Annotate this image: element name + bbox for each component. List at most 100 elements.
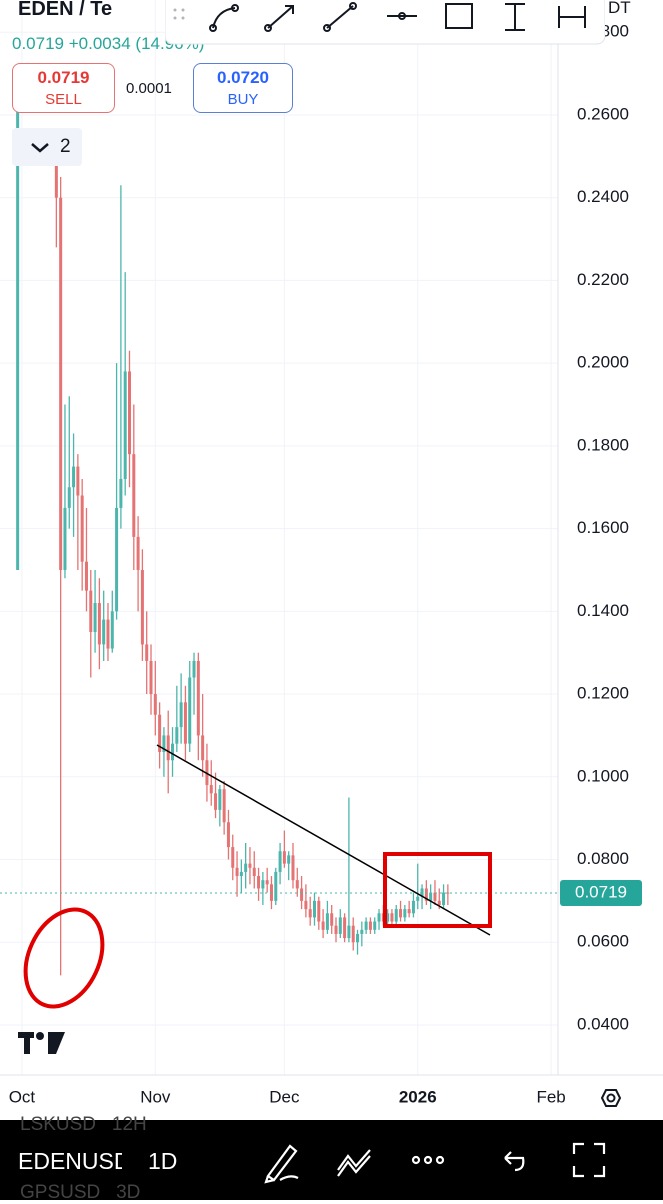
candle-body (274, 871, 278, 901)
y-tick-label: 0.0400 (577, 1014, 629, 1033)
candle-body (394, 909, 398, 922)
candle-body (132, 454, 136, 537)
indicators-icon[interactable] (337, 1149, 371, 1177)
y-tick-label: 0.1400 (577, 601, 629, 620)
y-tick-label: 0.1200 (577, 684, 629, 703)
y-tick-label: 0.1000 (577, 766, 629, 785)
chevron (31, 143, 49, 153)
candle-body (201, 735, 205, 761)
bottom-bar: LSKUSD 12H EDENUSD 1D GPSUSD 3D (0, 1114, 663, 1203)
buy-button[interactable]: 0.0720 BUY (193, 63, 293, 113)
candle-body (115, 507, 119, 612)
candle-body (304, 900, 308, 910)
y-tick-label: 0.2200 (577, 270, 629, 289)
tool-trend[interactable] (323, 2, 357, 32)
candle-body (446, 892, 450, 894)
candle-body (63, 507, 67, 570)
candle-body (54, 164, 58, 198)
buy-label: BUY (227, 91, 259, 108)
grid (0, 0, 558, 1075)
more-icon[interactable] (411, 1155, 445, 1165)
candle-body (162, 735, 166, 752)
tool-hrange[interactable] (558, 6, 586, 28)
candle-body (93, 603, 97, 633)
sell-button[interactable]: 0.0719 SELL (12, 63, 115, 113)
candle-body (231, 847, 235, 868)
candle-body (84, 561, 88, 591)
candle-body (145, 644, 149, 661)
highlight-ellipse (23, 907, 105, 1009)
candle-body (360, 929, 364, 934)
candle-body (261, 880, 265, 889)
draw-icon[interactable] (264, 1144, 299, 1184)
candle-body (282, 851, 286, 864)
axes: 0.0400 0.0600 0.0800 0.1000 0.1200 0.1400 0.16… (9, 22, 642, 1106)
candle-body (214, 793, 218, 810)
candle-body (317, 900, 321, 922)
settings-icon[interactable] (600, 1089, 622, 1107)
layouts-toggle[interactable]: 2 (12, 128, 82, 166)
candle-body (59, 197, 63, 570)
prev-symbol-name: LSKUSD (20, 1114, 97, 1135)
candle-body (102, 619, 106, 645)
symbol-button[interactable]: EDENUSD (18, 1148, 122, 1174)
x-tick-label: Feb (536, 1087, 565, 1106)
candle-body (248, 863, 252, 868)
candle-body (175, 727, 179, 744)
highlight-box (383, 852, 492, 928)
candle-body (321, 921, 325, 930)
candle-body (110, 611, 114, 649)
candle-body (222, 789, 226, 823)
last-price: 0.0719 (12, 34, 64, 53)
candle-body (338, 917, 342, 934)
candle-body (300, 888, 304, 901)
candle-body (334, 925, 338, 934)
candle-body (312, 900, 316, 918)
tool-vrange[interactable] (505, 3, 525, 31)
candle-body (287, 855, 291, 864)
candle-body (437, 900, 441, 906)
x-tick-label: Oct (9, 1087, 36, 1106)
x-tick-label: 2026 (399, 1087, 437, 1106)
candle-body (67, 487, 71, 508)
candle-body (257, 876, 261, 889)
tool-path[interactable] (209, 4, 239, 32)
interval-button[interactable]: 1D (148, 1148, 178, 1174)
tool-rect[interactable] (445, 3, 473, 29)
x-tick-label: Nov (140, 1087, 171, 1106)
candle-body (192, 660, 196, 678)
candle-body (325, 913, 329, 930)
candle-body (265, 880, 269, 885)
candle-body (442, 892, 446, 906)
candle-body (16, 94, 20, 570)
prev-interval: 12H (111, 1114, 147, 1135)
y-tick-label: 0.0600 (577, 932, 629, 951)
candle-body (356, 933, 360, 943)
quote-currency: DT (608, 0, 631, 17)
change: +0.0034 (68, 34, 131, 53)
tool-arrow[interactable] (264, 5, 294, 32)
tool-hline[interactable] (387, 12, 417, 20)
candle-body (407, 909, 411, 914)
candle-body (433, 892, 437, 901)
candle-body (209, 785, 213, 794)
symbol[interactable]: EDEN / Te (18, 0, 113, 20)
candle-body (136, 536, 140, 570)
candle-body (80, 495, 84, 562)
candle-body (291, 855, 295, 881)
undo-icon[interactable] (504, 1151, 525, 1172)
last-price-badge (560, 880, 642, 907)
last-price-label: 0.0719 (575, 882, 627, 901)
candle-body (153, 694, 157, 715)
bottom-icons (264, 1142, 606, 1184)
fullscreen-icon[interactable] (572, 1142, 606, 1178)
candle-body (171, 743, 175, 761)
candle-body (364, 921, 368, 930)
y-tick-label: 0.2000 (577, 353, 629, 372)
candle-body (403, 909, 407, 918)
candle-body (399, 909, 403, 918)
tv-logo (18, 1032, 65, 1054)
next-interval: 3D (116, 1182, 141, 1203)
prev-symbol: LSKUSD 12H (20, 1114, 147, 1136)
